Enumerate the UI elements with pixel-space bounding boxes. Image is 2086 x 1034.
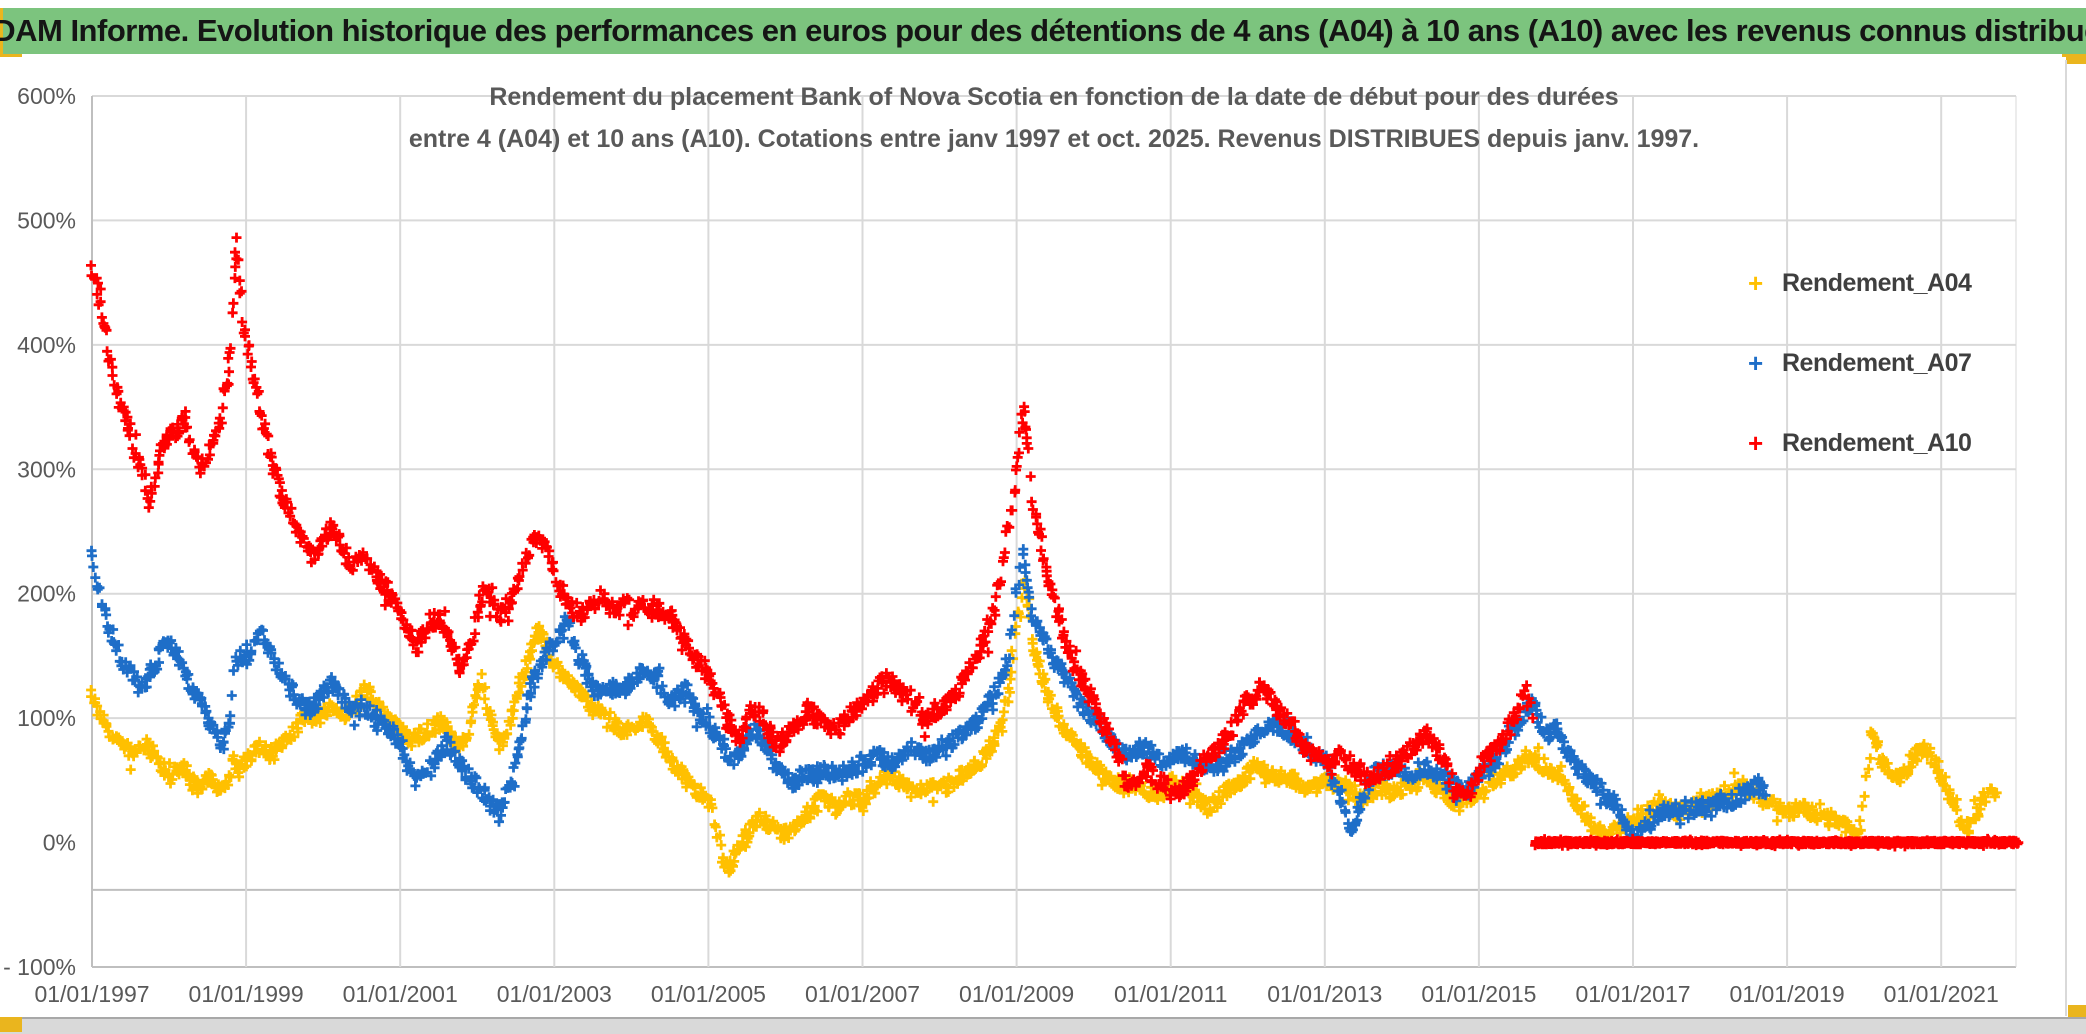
x-axis-label: 01/01/2001 — [343, 981, 458, 1007]
legend-item-a10[interactable]: + Rendement_A10 — [1748, 403, 2048, 483]
plus-marker-icon: + — [1748, 267, 1764, 298]
y-axis-label: - 100% — [3, 954, 76, 980]
bottom-strip — [0, 1017, 2086, 1034]
y-axis-label: 500% — [17, 207, 76, 233]
legend-item-label: Rendement_A07 — [1782, 348, 1972, 377]
plus-marker-icon: + — [1748, 347, 1764, 378]
chart-canvas[interactable]: 600%500%400%300%200%100%0%- 100%01/01/19… — [0, 57, 2066, 1017]
accent-bottom-left-tab — [0, 52, 22, 59]
legend-item-a07[interactable]: + Rendement_A07 — [1748, 323, 2048, 403]
chart-container[interactable]: 600% 500% 400% 300% 200% 100% 0% - 100% 01/01/19… — [0, 57, 2066, 1017]
x-axis-label: 01/01/2005 — [651, 981, 766, 1007]
scatter-series — [86, 232, 2024, 878]
x-axis-label: 01/01/1999 — [189, 981, 304, 1007]
x-axis-label: 01/01/2019 — [1730, 981, 1845, 1007]
x-axis-label: 01/01/2017 — [1575, 981, 1690, 1007]
x-axis-label: 01/01/1997 — [34, 981, 149, 1007]
accent-left-strip — [0, 8, 3, 54]
x-axis-label: 01/01/2003 — [497, 981, 612, 1007]
chart-object-border — [2065, 60, 2067, 1016]
x-axis-label: 01/01/2021 — [1884, 981, 1999, 1007]
y-axis-label: 300% — [17, 456, 76, 482]
header-title: ADAM Informe. Evolution historique des p… — [0, 13, 2086, 48]
axis-labels: 600%500%400%300%200%100%0%- 100%01/01/19… — [3, 83, 1999, 1007]
legend: + Rendement_A04 + Rendement_A07 + Rendem… — [1748, 243, 2048, 483]
legend-item-label: Rendement_A04 — [1782, 268, 1972, 297]
y-axis-label: 200% — [17, 581, 76, 607]
legend-item-label: Rendement_A10 — [1782, 428, 1972, 457]
y-axis-label: 600% — [17, 83, 76, 109]
x-axis-label: 01/01/2015 — [1421, 981, 1536, 1007]
series-rendement_a04 — [86, 575, 2002, 878]
x-axis-label: 01/01/2013 — [1267, 981, 1382, 1007]
legend-item-a04[interactable]: + Rendement_A04 — [1748, 243, 2048, 323]
plus-marker-icon: + — [1748, 427, 1764, 458]
series-rendement_a10 — [86, 232, 2024, 852]
y-axis-label: 400% — [17, 332, 76, 358]
x-axis-label: 01/01/2011 — [1114, 981, 1227, 1007]
chart-title-line1: Rendement du placement Bank of Nova Scot… — [489, 83, 1618, 111]
x-axis-label: 01/01/2009 — [959, 981, 1074, 1007]
accent-bottom-strip-left — [0, 1017, 22, 1032]
y-axis-label: 0% — [43, 830, 76, 856]
accent-bottom-right-corner — [2068, 1005, 2086, 1019]
header-banner: ADAM Informe. Evolution historique des p… — [0, 8, 2086, 54]
x-axis-label: 01/01/2007 — [805, 981, 920, 1007]
chart-title-line2: entre 4 (A04) et 10 ans (A10). Cotations… — [409, 125, 1699, 153]
y-axis-label: 100% — [17, 705, 76, 731]
